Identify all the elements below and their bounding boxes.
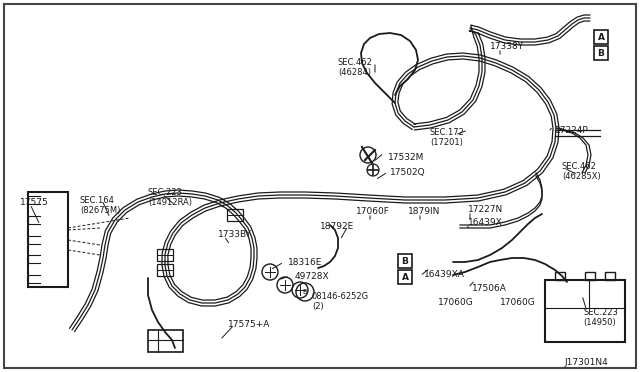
- Bar: [545, 280, 625, 342]
- Text: 17060G: 17060G: [438, 298, 474, 307]
- Text: 08146-6252G
(2): 08146-6252G (2): [312, 292, 369, 311]
- Bar: [398, 270, 412, 284]
- Bar: [398, 254, 412, 268]
- Text: B: B: [598, 48, 604, 58]
- Text: A: A: [401, 273, 408, 282]
- Text: A: A: [598, 32, 605, 42]
- Text: 17506A: 17506A: [472, 284, 507, 293]
- Bar: [227, 209, 243, 221]
- Text: 17575+A: 17575+A: [228, 320, 270, 329]
- Text: 16439XA: 16439XA: [424, 270, 465, 279]
- Text: SEC.462
(46284): SEC.462 (46284): [338, 58, 373, 77]
- Text: B: B: [303, 289, 307, 295]
- Text: 17575: 17575: [20, 198, 49, 207]
- Text: 17060F: 17060F: [356, 207, 390, 216]
- Text: 18792E: 18792E: [320, 222, 355, 231]
- Text: 1733BY: 1733BY: [218, 230, 252, 239]
- Text: B: B: [401, 257, 408, 266]
- Bar: [594, 30, 608, 44]
- Text: 18316E: 18316E: [288, 258, 323, 267]
- Text: 17227N: 17227N: [468, 205, 503, 214]
- Text: SEC.223
(14912RA): SEC.223 (14912RA): [148, 188, 192, 208]
- Bar: [555, 272, 565, 280]
- Text: 16439X: 16439X: [468, 218, 503, 227]
- Text: 17338Y: 17338Y: [490, 42, 524, 51]
- Text: SEC.462
(46285X): SEC.462 (46285X): [562, 162, 601, 182]
- Bar: [157, 264, 173, 276]
- Text: 17532M: 17532M: [388, 153, 424, 162]
- Text: 49728X: 49728X: [295, 272, 330, 281]
- Bar: [28, 192, 68, 287]
- Bar: [585, 272, 595, 280]
- Text: SEC.223
(14950): SEC.223 (14950): [583, 308, 618, 327]
- Text: SEC.164
(82675M): SEC.164 (82675M): [80, 196, 120, 215]
- Text: SEC.172
(17201): SEC.172 (17201): [430, 128, 465, 147]
- Bar: [148, 330, 183, 352]
- Text: 17502Q: 17502Q: [390, 168, 426, 177]
- Bar: [594, 46, 608, 60]
- Text: J17301N4: J17301N4: [564, 358, 608, 367]
- Bar: [157, 249, 173, 261]
- Text: 17224P: 17224P: [555, 126, 589, 135]
- Text: 17060G: 17060G: [500, 298, 536, 307]
- Bar: [605, 272, 615, 280]
- Text: 1879IN: 1879IN: [408, 207, 440, 216]
